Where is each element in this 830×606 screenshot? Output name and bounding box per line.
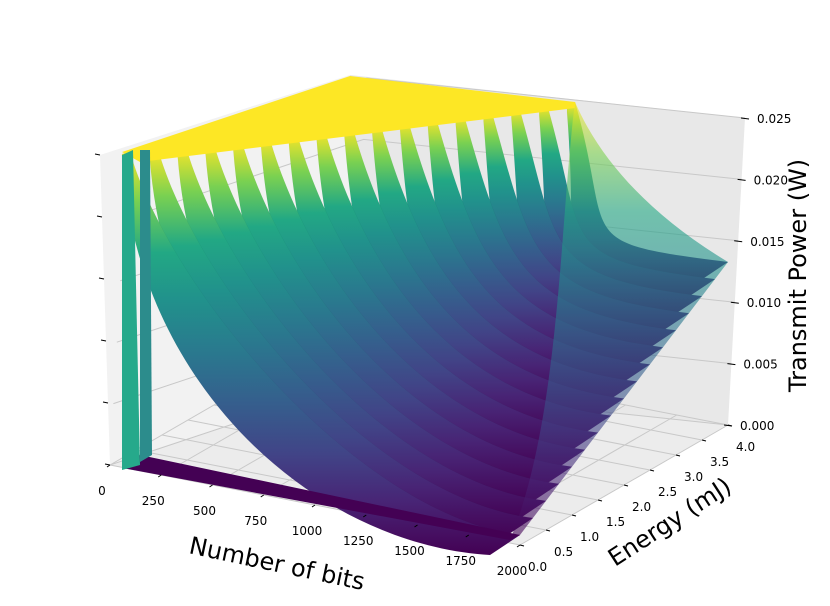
y-tick-mark <box>701 439 707 442</box>
x-tick-mark <box>260 494 265 498</box>
z-tick-label: 0.000 <box>740 419 774 433</box>
z-tick-label: 0.020 <box>754 173 788 187</box>
x-tick-mark <box>311 504 316 508</box>
x-tick-mark <box>362 514 367 518</box>
y-tick-label: 3.5 <box>710 455 729 469</box>
surface-side <box>510 102 728 540</box>
y-tick-label: 2.0 <box>632 500 651 514</box>
z-tick-mark <box>740 117 750 120</box>
y-tick-label: 3.0 <box>684 470 703 484</box>
surface-strip <box>121 151 521 556</box>
z-tick-label: 0.010 <box>747 296 781 310</box>
left-z-tick-mark <box>98 277 105 280</box>
y-tick-label: 0.5 <box>554 545 573 559</box>
x-tick-mark <box>157 474 162 478</box>
x-tick-label: 250 <box>142 494 165 508</box>
y-tick-mark <box>623 484 629 487</box>
y-tick-label: 4.0 <box>736 440 755 454</box>
y-tick-label: 1.0 <box>580 530 599 544</box>
x-tick-label: 1500 <box>394 544 425 558</box>
left-z-tick-mark <box>102 401 109 404</box>
x-axis-label: Number of bits <box>187 531 368 596</box>
x-tick-label: 0 <box>98 484 106 498</box>
x-tick-label: 750 <box>244 514 267 528</box>
x-tick-mark <box>516 544 521 548</box>
left-z-tick-mark <box>100 339 107 342</box>
y-axis-ticks: 0.0 0.5 1.0 1.5 2.0 2.5 3.0 3.5 4.0 <box>519 424 755 574</box>
y-tick-mark <box>675 454 681 457</box>
surface-left-face <box>140 150 152 462</box>
x-tick-label: 1750 <box>445 554 476 568</box>
z-axis-label: Transmit Power (W) <box>784 159 812 393</box>
x-tick-mark <box>209 484 213 488</box>
z-gridline <box>123 138 742 220</box>
left-z-tick-mark <box>96 215 103 218</box>
surface-plot <box>121 76 729 556</box>
x-tick-mark <box>465 534 470 538</box>
left-z-tick-mark <box>104 463 111 466</box>
surface-top-plateau <box>122 76 575 162</box>
y-tick-label: 1.5 <box>606 515 625 529</box>
z-tick-label: 0.025 <box>757 112 791 126</box>
left-z-tick-mark <box>94 153 101 156</box>
y-tick-mark <box>519 544 525 547</box>
x-tick-label: 1250 <box>343 534 374 548</box>
y-tick-mark <box>649 469 655 472</box>
z-tick-mark <box>734 240 743 243</box>
x-axis-ticks: 0 250 500 750 1000 1250 1500 1750 2000 <box>98 464 528 578</box>
y-tick-label: 2.5 <box>658 485 677 499</box>
z-axis-ticks: 0.000 0.005 0.010 0.015 0.020 0.025 <box>94 112 791 466</box>
x-tick-label: 500 <box>193 504 216 518</box>
z-tick-label: 0.005 <box>743 358 777 372</box>
z-tick-mark <box>730 301 739 304</box>
x-tick-mark <box>414 524 418 528</box>
surface-left-spike <box>122 150 140 470</box>
z-tick-mark <box>723 424 733 427</box>
y-tick-mark <box>545 529 551 532</box>
z-tick-label: 0.015 <box>750 235 784 249</box>
x-tick-label: 2000 <box>497 564 528 578</box>
z-tick-mark <box>727 363 736 366</box>
y-tick-mark <box>597 499 603 502</box>
z-tick-mark <box>737 178 746 181</box>
x-tick-label: 1000 <box>292 524 323 538</box>
y-tick-mark <box>571 514 577 517</box>
surface-base <box>122 455 520 540</box>
y-tick-label: 0.0 <box>528 560 547 574</box>
